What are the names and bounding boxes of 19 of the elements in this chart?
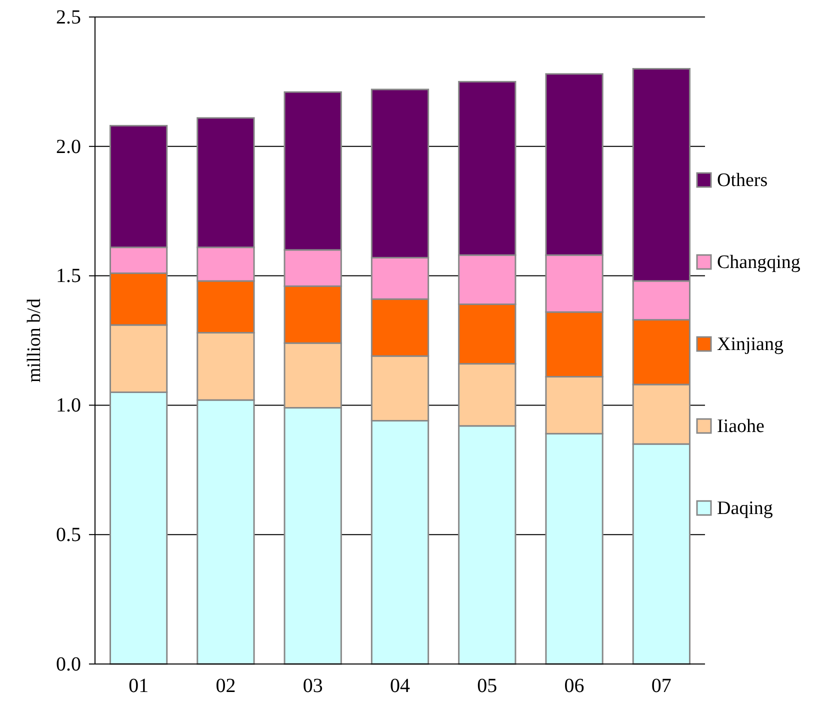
x-tick-label: 06	[564, 675, 584, 698]
y-axis-title: million b/d	[24, 298, 45, 382]
y-tick-label: 0.5	[56, 524, 81, 546]
x-tick-label: 01	[128, 675, 149, 698]
x-tick-label: 04	[390, 675, 410, 698]
x-tick-label: 07	[651, 675, 672, 698]
legend-label: Iiaohe	[717, 416, 764, 437]
y-tick-label: 2.0	[56, 136, 81, 158]
x-tick-label: 03	[302, 675, 323, 698]
y-tick-label: 0.0	[56, 653, 81, 676]
legend-label: Others	[717, 170, 768, 191]
x-tick-label: 05	[477, 675, 498, 698]
y-tick-label: 1.0	[56, 394, 81, 417]
y-tick-label: 1.5	[56, 265, 81, 288]
legend-label: Daqing	[717, 498, 774, 519]
x-tick-label: 02	[216, 675, 236, 698]
legend-label: Xinjiang	[717, 334, 784, 355]
y-tick-label: 2.5	[56, 6, 81, 28]
legend-label: Changqing	[717, 252, 801, 273]
